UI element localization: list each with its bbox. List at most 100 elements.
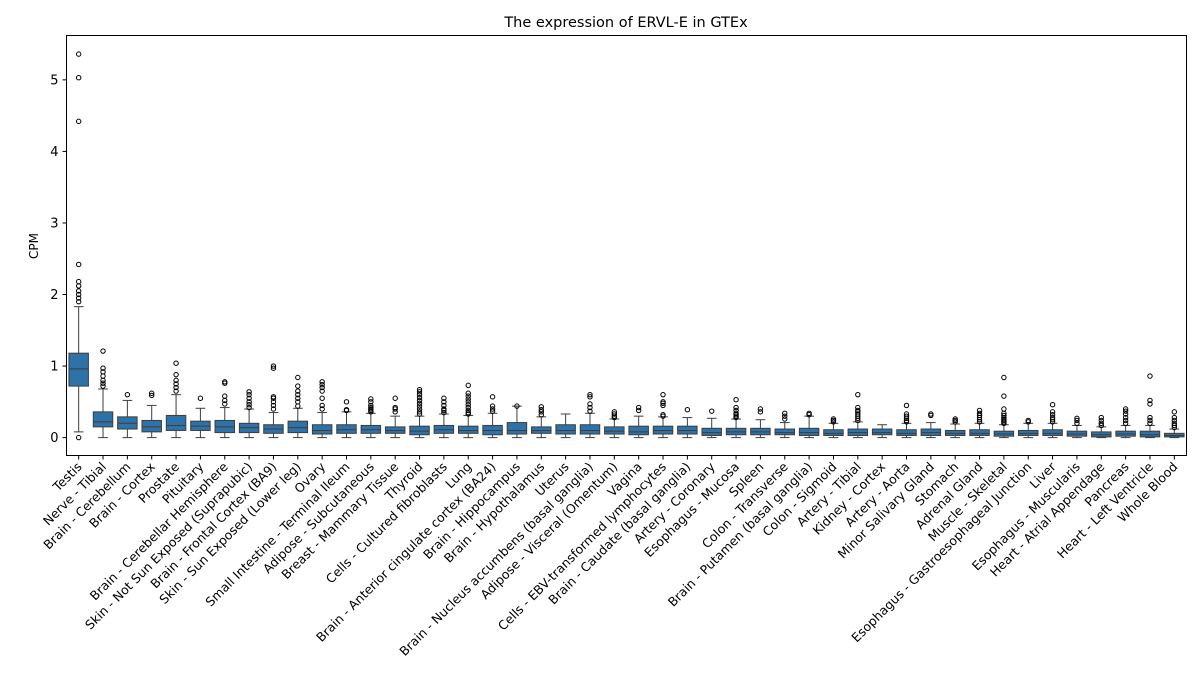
outlier-point <box>295 388 301 394</box>
outlier-point <box>368 399 374 405</box>
outlier-point <box>319 379 325 385</box>
outlier-point <box>441 395 447 401</box>
outlier-point <box>1171 417 1178 424</box>
outlier-point <box>270 394 277 400</box>
outlier-point <box>1122 414 1129 421</box>
box-group <box>384 395 406 439</box>
box-group <box>604 409 625 439</box>
outlier-point <box>635 407 642 414</box>
outlier-point <box>684 407 691 413</box>
outlier-point <box>782 410 788 416</box>
outlier-point <box>124 391 131 398</box>
outlier-point <box>222 401 228 407</box>
outlier-point <box>270 365 277 371</box>
box <box>409 425 430 436</box>
outlier-point <box>1074 420 1080 427</box>
outlier-point <box>75 434 82 441</box>
outlier-point <box>173 360 179 366</box>
box <box>871 428 893 436</box>
outlier-point <box>465 382 471 389</box>
outlier-point <box>197 395 204 401</box>
outlier-point <box>75 288 82 294</box>
box-group <box>579 391 601 439</box>
box-group <box>823 416 844 439</box>
outlier-point <box>295 399 301 405</box>
box-group <box>287 374 309 439</box>
outlier-point <box>1074 415 1080 421</box>
box <box>555 424 576 435</box>
y-axis-label: CPM <box>27 233 41 259</box>
outlier-point <box>100 369 106 375</box>
box <box>604 426 625 435</box>
outlier-point <box>416 389 423 395</box>
outlier-point <box>392 404 398 411</box>
outlier-point <box>1049 401 1056 408</box>
outlier-point <box>1001 374 1007 381</box>
outlier-point <box>246 399 252 405</box>
outlier-point <box>441 402 447 409</box>
outlier-point <box>246 389 252 395</box>
outlier-point <box>660 412 666 418</box>
y-tick-label: 1 <box>50 360 58 375</box>
outlier-point <box>441 406 447 412</box>
outlier-point <box>149 390 155 396</box>
box <box>506 422 528 435</box>
outlier-point <box>1098 420 1104 427</box>
outlier-point <box>75 295 82 301</box>
outlier-point <box>173 388 179 394</box>
box-group <box>68 51 89 441</box>
box <box>579 424 601 435</box>
outlier-point <box>270 402 277 409</box>
y-tick-label: 0 <box>50 431 58 446</box>
box-group <box>1115 406 1136 439</box>
outlier-point <box>416 394 423 401</box>
outlier-point <box>416 411 423 417</box>
box-group <box>944 416 966 439</box>
outlier-point <box>319 388 325 394</box>
outlier-point <box>100 365 106 371</box>
box-group <box>969 407 990 439</box>
outlier-point <box>319 395 325 401</box>
box-group <box>847 391 869 439</box>
outlier-point <box>587 394 593 400</box>
outlier-point <box>75 51 82 57</box>
box-group <box>458 382 479 439</box>
outlier-point <box>1122 411 1129 417</box>
outlier-point <box>1122 408 1129 414</box>
box-group <box>798 410 820 439</box>
outlier-point <box>368 404 374 411</box>
outlier-point <box>1171 422 1178 429</box>
outlier-point <box>465 390 471 396</box>
outlier-point <box>1074 417 1080 424</box>
outlier-point <box>270 399 277 405</box>
outlier-point <box>1147 420 1153 427</box>
outlier-point <box>222 379 228 385</box>
outlier-point <box>75 283 82 289</box>
chart-title: The expression of ERVL-E in GTEx <box>503 15 748 31</box>
box-group <box>1091 414 1112 439</box>
box-group <box>141 390 162 439</box>
y-tick-label: 2 <box>50 288 58 303</box>
outlier-point <box>538 412 544 418</box>
outlier-point <box>1049 409 1056 415</box>
box-group <box>263 363 284 439</box>
outlier-point <box>587 408 593 414</box>
box <box>311 424 333 435</box>
outlier-point <box>660 402 666 409</box>
box <box>1042 429 1063 436</box>
outlier-point <box>1049 414 1056 421</box>
box <box>701 427 722 436</box>
outlier-point <box>173 381 179 387</box>
outlier-point <box>343 407 350 413</box>
outlier-point <box>319 402 325 409</box>
outlier-point <box>75 118 82 125</box>
box-group <box>482 394 503 439</box>
outlier-point <box>465 407 471 414</box>
outlier-point <box>319 381 325 388</box>
outlier-point <box>295 403 301 409</box>
box-group <box>652 391 674 439</box>
outlier-point <box>1098 414 1104 421</box>
outlier-point <box>782 413 788 419</box>
